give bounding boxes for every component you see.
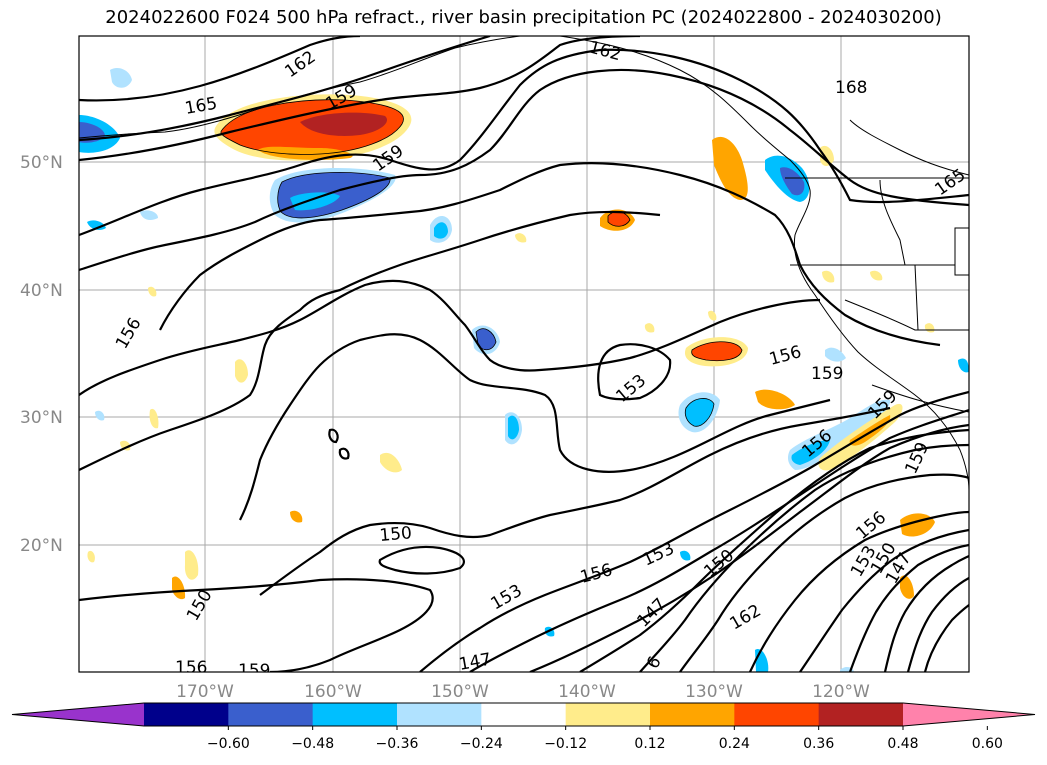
colorbar-segment: [397, 703, 482, 726]
lon-label: 160°W: [304, 682, 362, 702]
contour-label: 159: [238, 661, 270, 681]
latitude-labels: 50°N 40°N 30°N 20°N: [20, 153, 63, 556]
lat-label: 30°N: [20, 408, 63, 428]
colorbar-segment: [144, 703, 229, 726]
colorbar-extend-low: [12, 703, 144, 726]
lon-label: 130°W: [685, 682, 743, 702]
lon-label: 170°W: [176, 682, 234, 702]
colorbar-outline: [11, 702, 1036, 727]
height-contours: [79, 36, 969, 672]
colorbar-segment: [565, 703, 651, 726]
colorbar-tick-label: −0.24: [460, 736, 503, 752]
lon-label: 140°W: [558, 682, 616, 702]
contour-label: 159: [811, 364, 843, 384]
colorbar-extend-high: [903, 703, 1035, 726]
map-title: 2024022600 F024 500 hPa refract., river …: [105, 7, 942, 28]
map-frame: [78, 35, 970, 673]
contour-label: 156: [175, 658, 207, 678]
colorbar-tick-label: −0.36: [376, 736, 419, 752]
colorbar-tick-label: 0.24: [719, 736, 750, 752]
lat-label: 20°N: [20, 536, 63, 556]
colorbar-tick-label: −0.48: [291, 736, 334, 752]
colorbar: −0.60 −0.48 −0.36 −0.24 −0.12 0.12 0.24 0.36 0.4…: [11, 702, 1036, 752]
colorbar-segment: [734, 703, 820, 726]
colorbar-tick-label: 0.48: [887, 736, 918, 752]
lat-label: 40°N: [20, 281, 63, 301]
lon-label: 150°W: [431, 682, 489, 702]
lat-label: 50°N: [20, 153, 63, 173]
colorbar-segment: [650, 703, 735, 726]
longitude-labels: 170°W 160°W 150°W 140°W 130°W 120°W: [176, 682, 870, 702]
colorbar-tick-label: −0.60: [207, 736, 250, 752]
colorbar-tick-label: 0.36: [803, 736, 834, 752]
colorbar-tick-label: 0.60: [972, 736, 1003, 752]
colorbar-tick-label: 0.12: [634, 736, 665, 752]
colorbar-segment: [228, 703, 314, 726]
contour-label: 147: [457, 650, 492, 675]
contour-label: 150: [379, 523, 413, 546]
contour-label: 168: [835, 78, 867, 98]
lon-label: 120°W: [812, 682, 870, 702]
shading-outlines: [220, 99, 743, 427]
colorbar-segment: [481, 703, 567, 726]
colorbar-tick-label: −0.12: [544, 736, 587, 752]
colorbar-segment: [818, 703, 904, 726]
colorbar-segment: [312, 703, 398, 726]
